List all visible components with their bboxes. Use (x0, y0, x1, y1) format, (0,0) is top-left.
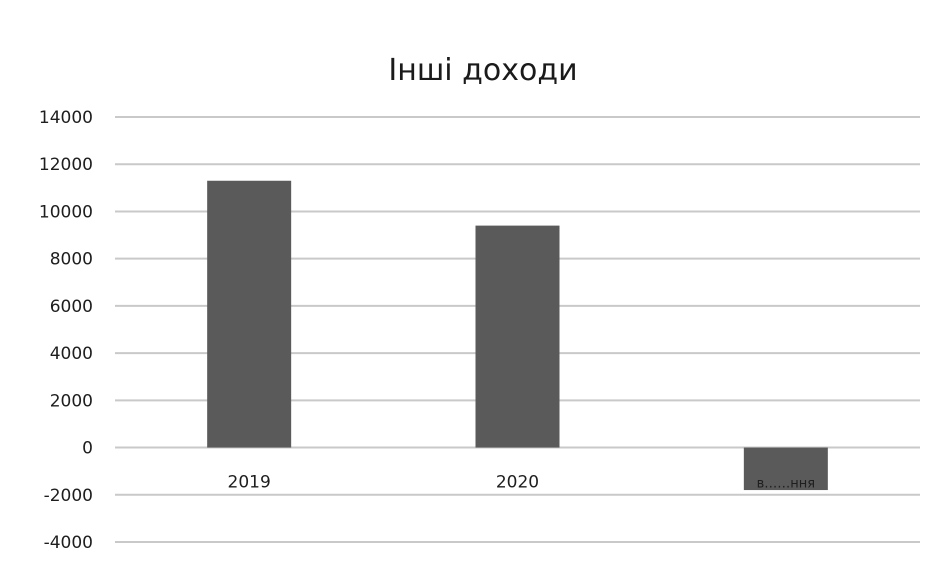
x-axis-categories: 2019 2020 в……ння (228, 473, 816, 493)
y-tick-label: -4000 (44, 533, 93, 553)
y-tick-label: 10000 (39, 202, 93, 222)
bar-0 (207, 180, 292, 448)
y-tick-label: 4000 (50, 344, 93, 364)
y-tick-label: 12000 (39, 155, 93, 175)
y-tick-label: -2000 (44, 486, 93, 506)
y-axis-ticks: 14000 12000 10000 8000 6000 4000 2000 0 -2000 -40… (39, 108, 93, 553)
y-tick-label: 0 (82, 439, 93, 459)
y-tick-label: 2000 (50, 391, 93, 411)
category-label: 2019 (228, 473, 271, 493)
y-tick-label: 14000 (39, 108, 93, 128)
bar-1 (475, 225, 560, 448)
chart-title: Інші доходи (388, 53, 577, 88)
category-label: 2020 (496, 473, 539, 493)
category-label: в……ння (757, 477, 815, 492)
bar-2 (743, 447, 828, 491)
y-tick-label: 6000 (50, 297, 93, 317)
bars (207, 180, 828, 491)
y-tick-label: 8000 (50, 250, 93, 270)
